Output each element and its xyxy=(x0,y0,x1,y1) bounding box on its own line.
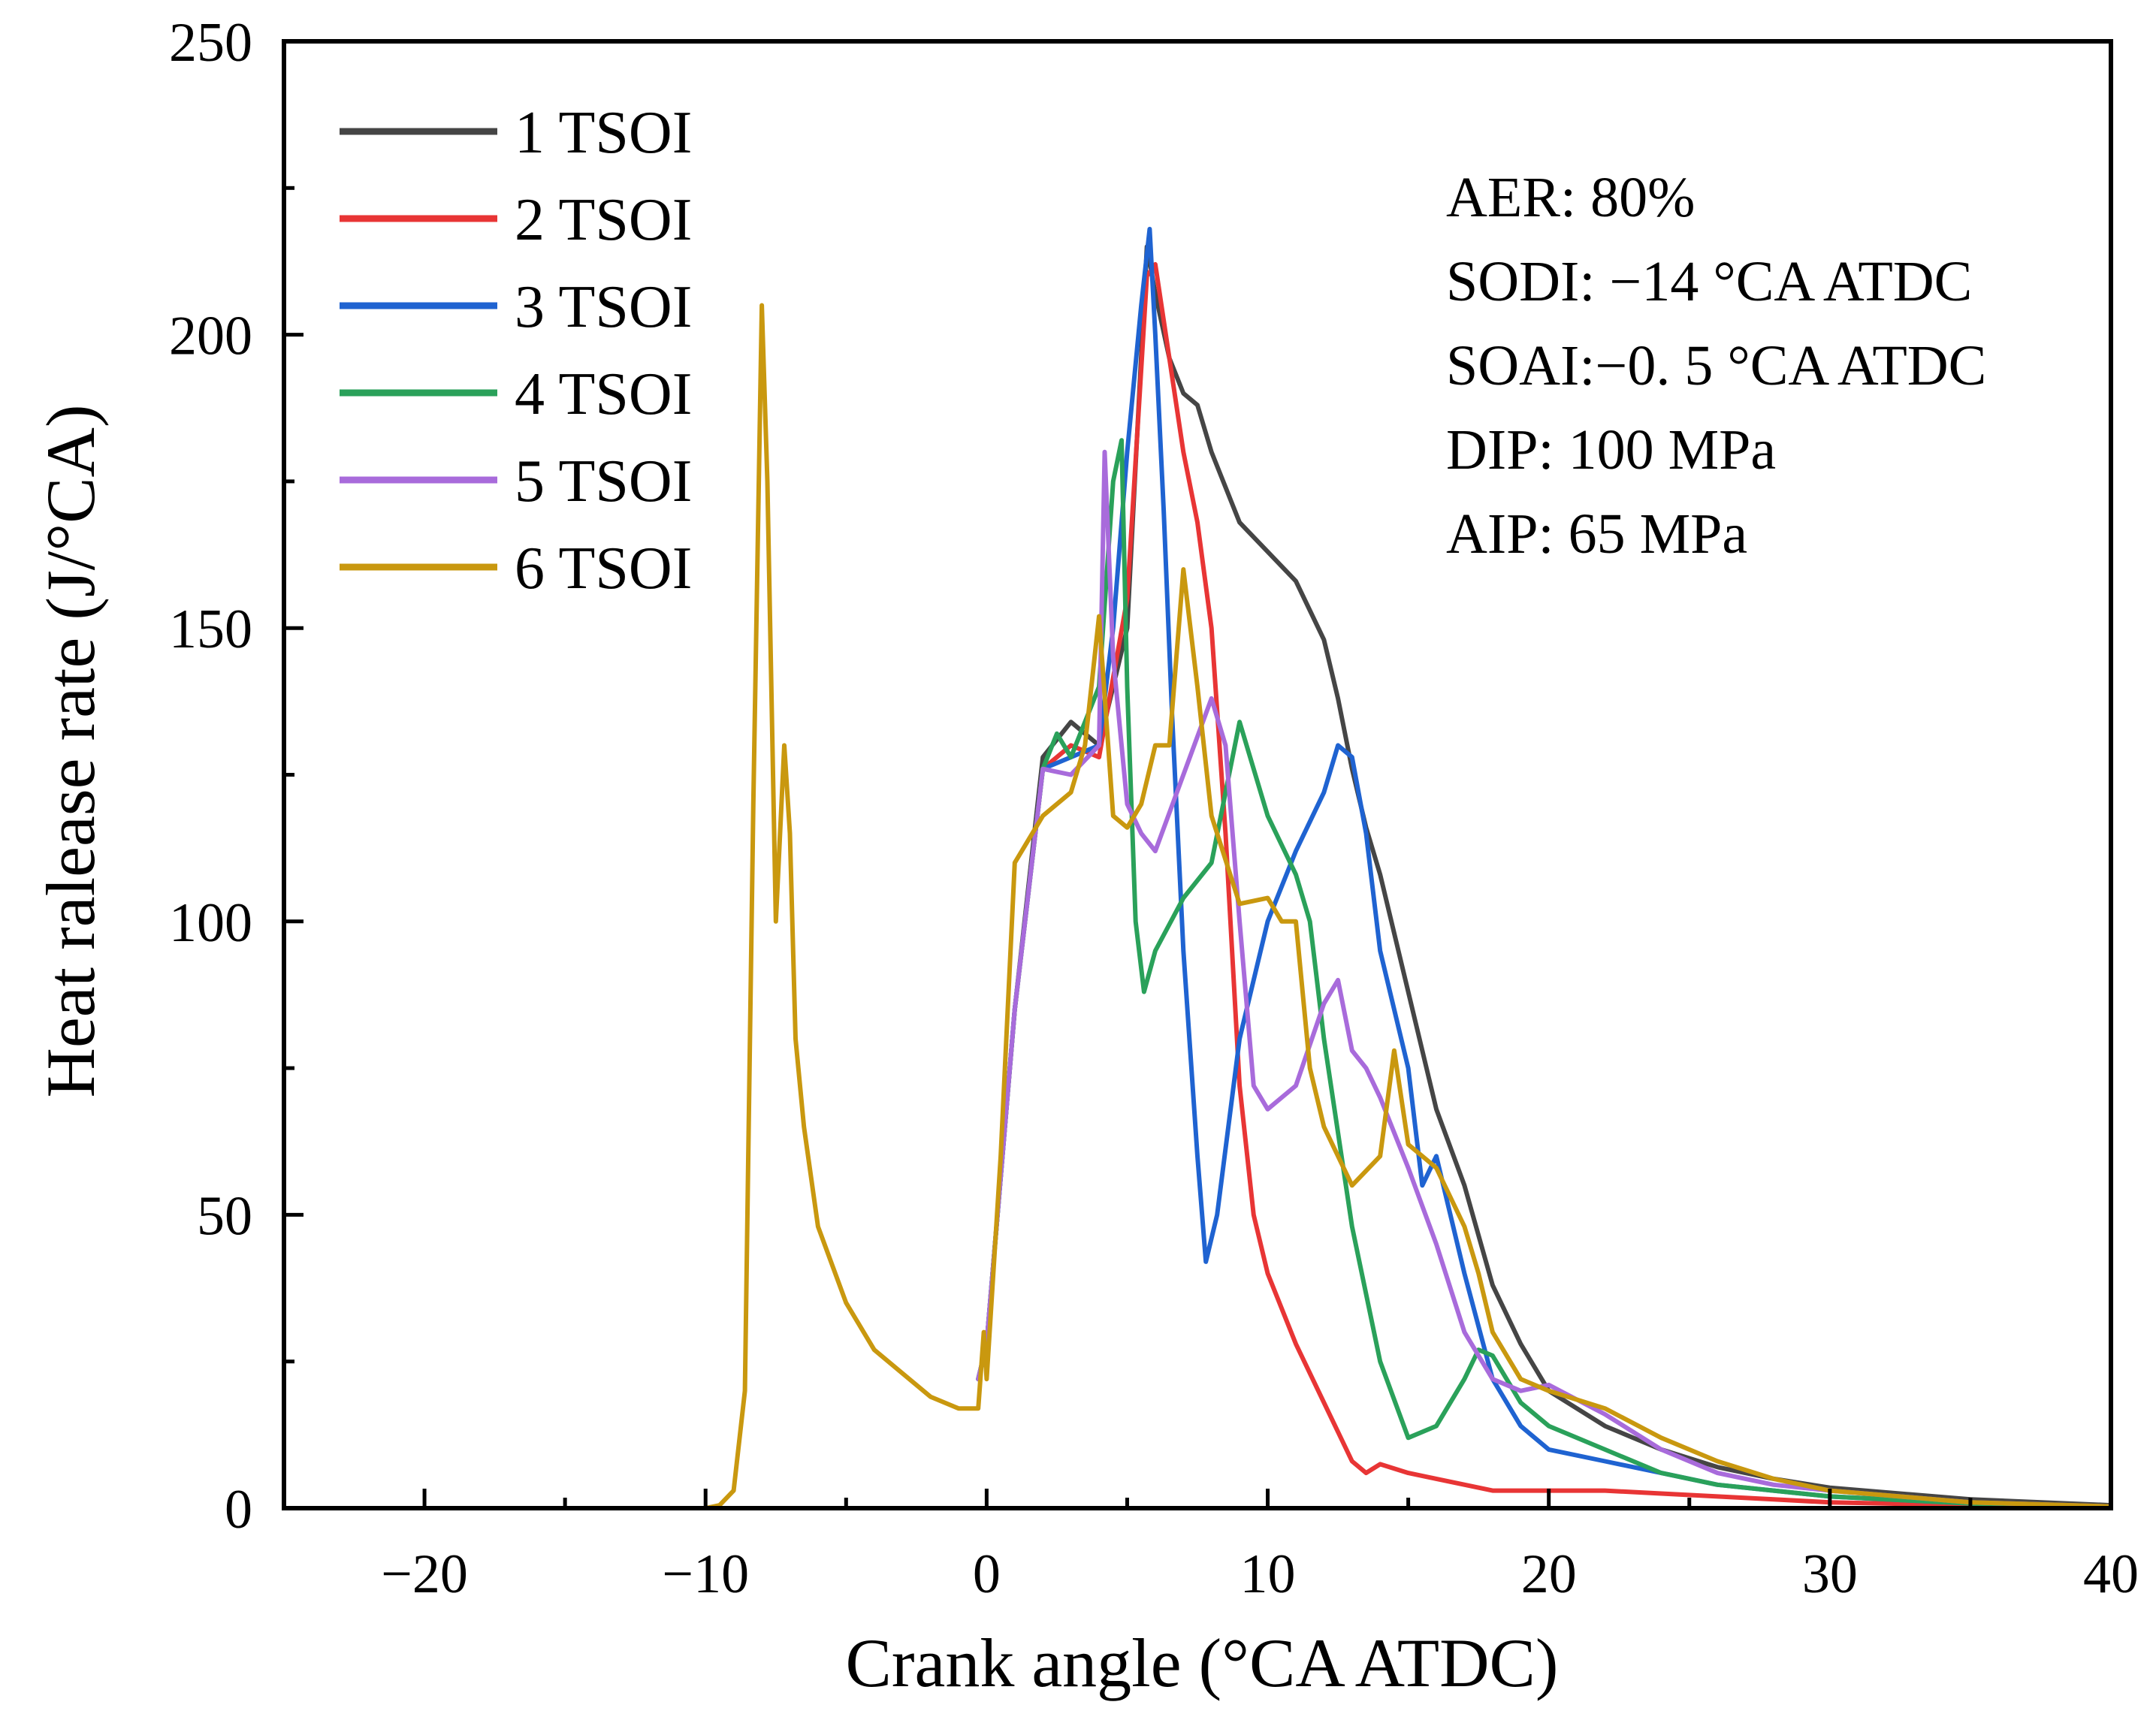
annotation-soai: SOAI:−0. 5 °CA ATDC xyxy=(1446,334,1986,397)
legend: 1 TSOI 2 TSOI 3 TSOI 4 TSOI 5 TSOI 6 TSOI xyxy=(340,100,692,602)
x-tick-label: −20 xyxy=(381,1543,468,1605)
y-tick-label: 50 xyxy=(197,1185,252,1247)
y-axis-title: Heat ralease rate (J/°CA) xyxy=(32,404,109,1097)
x-tick-label: 30 xyxy=(1802,1543,1858,1605)
x-tick-label: −10 xyxy=(662,1543,749,1605)
legend-label: 1 TSOI xyxy=(515,100,692,166)
x-tick-label: 20 xyxy=(1521,1543,1577,1605)
tick-layer: −20 −10 0 10 20 30 40 0 50 100 150 200 250 xyxy=(169,12,2139,1605)
annotation-aip: AIP: 65 MPa xyxy=(1446,502,1747,566)
legend-label: 5 TSOI xyxy=(515,448,692,514)
series-line-4-tsoi xyxy=(976,438,2113,1509)
series-layer xyxy=(282,227,2113,1510)
series-line-6-tsoi xyxy=(282,303,2113,1510)
y-tick-label: 250 xyxy=(169,12,252,74)
legend-label: 4 TSOI xyxy=(515,361,692,427)
series-line-3-tsoi xyxy=(976,227,2113,1509)
legend-label: 2 TSOI xyxy=(515,187,692,253)
x-tick-label: 40 xyxy=(2083,1543,2139,1605)
annotation-dip: DIP: 100 MPa xyxy=(1446,418,1776,481)
operating-conditions: AER: 80% SODI: −14 °CA ATDC SOAI:−0. 5 °… xyxy=(1446,166,1986,566)
annotation-aer: AER: 80% xyxy=(1446,166,1695,229)
legend-label: 3 TSOI xyxy=(515,274,692,340)
x-axis-title: Crank angle (°CA ATDC) xyxy=(845,1625,1558,1701)
annotation-sodi: SODI: −14 °CA ATDC xyxy=(1446,250,1972,313)
x-tick-label: 10 xyxy=(1240,1543,1296,1605)
y-tick-label: 150 xyxy=(169,599,252,660)
x-tick-label: 0 xyxy=(973,1543,1001,1605)
series-line-2-tsoi xyxy=(976,261,2113,1510)
y-tick-label: 0 xyxy=(225,1479,252,1540)
legend-label: 6 TSOI xyxy=(515,536,692,602)
y-tick-label: 100 xyxy=(169,892,252,954)
y-tick-label: 200 xyxy=(169,306,252,367)
